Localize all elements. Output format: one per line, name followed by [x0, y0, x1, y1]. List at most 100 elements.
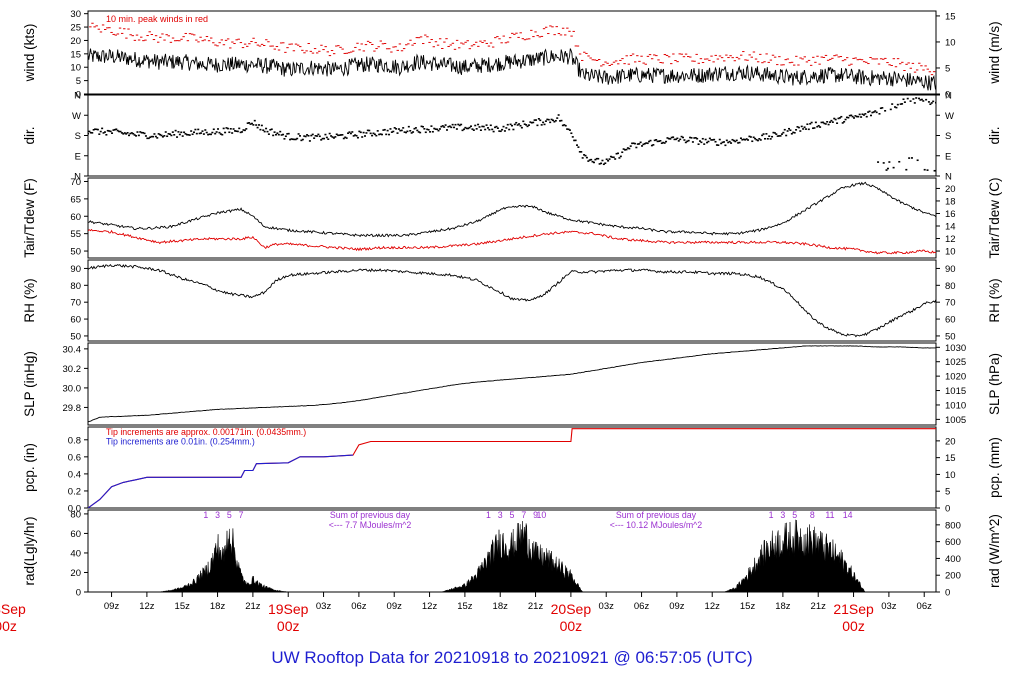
y-tick-label-right: N	[945, 172, 952, 183]
panel-series-group	[88, 428, 936, 508]
y-axis-label-right: Tair/Tdew (C)	[987, 177, 1002, 258]
y-tick-label-right: E	[945, 151, 951, 162]
series-line-rh	[88, 264, 936, 338]
y-tick-label-right: 5	[945, 487, 950, 498]
series-line-tair	[88, 181, 936, 238]
x-tick-label: 03z	[316, 601, 332, 612]
hour-mark: 1	[203, 510, 208, 520]
y-tick-label-right: 5	[945, 63, 950, 74]
y-tick-label-right: 1030	[945, 343, 966, 354]
y-axis-label-left: Tair/Tdew (F)	[22, 178, 37, 258]
x-tick-label: 03z	[599, 601, 615, 612]
y-tick-label-right: 90	[945, 264, 956, 275]
hour-mark: 10	[537, 510, 547, 520]
y-tick-label-right: 0	[945, 504, 950, 515]
y-tick-label-left: 60	[70, 315, 81, 326]
y-tick-label-left: 0.0	[68, 504, 81, 515]
y-tick-label-left: 30.2	[63, 364, 82, 375]
y-tick-label-right: 70	[945, 298, 956, 309]
x-tick-label: 09z	[104, 601, 120, 612]
day-sum-value: <--- 10.12 MJoules/m^2	[610, 520, 702, 530]
y-axis-label-left: RH (%)	[22, 278, 37, 322]
y-tick-label-left: 0.6	[68, 452, 81, 463]
y-tick-label-left: N	[74, 91, 81, 102]
y-tick-label-left: 80	[70, 509, 81, 520]
x-tick-label: 06z	[917, 601, 933, 612]
y-axis-label-right: pcp. (mm)	[987, 437, 1002, 498]
y-tick-label-left: 5	[76, 76, 81, 87]
series-area-radiation	[158, 519, 866, 592]
y-tick-label-left: 0	[76, 90, 81, 101]
x-day-label: 18Sep	[0, 601, 26, 617]
x-tick-label: 21z	[528, 601, 544, 612]
y-tick-label-right: N	[945, 91, 952, 102]
x-tick-label: 15z	[457, 601, 473, 612]
x-axis: 09z 12z 15z 18z 21z 03z 06z 09z 12z 15z 18z 21z 03z 0…	[0, 592, 932, 634]
y-tick-label-right: 1025	[945, 357, 966, 368]
y-tick-label-right: 1020	[945, 372, 966, 383]
y-tick-label-left: 70	[70, 177, 81, 188]
y-axis-label-right: dir.	[987, 126, 1002, 144]
series-line-pcp-0.01in	[88, 454, 354, 508]
chart-title: UW Rooftop Data for 20210918 to 20210921…	[271, 648, 753, 667]
x-day-time-label: 00z	[0, 618, 17, 634]
y-tick-label-right: 800	[945, 520, 961, 531]
y-tick-label-right: 10	[945, 470, 956, 481]
y-tick-label-left: 50	[70, 331, 81, 342]
y-tick-label-left: 90	[70, 264, 81, 275]
panel-frame	[87, 426, 937, 509]
y-tick-label-right: 200	[945, 571, 961, 582]
x-tick-label: 21z	[811, 601, 827, 612]
x-day-time-label: 00z	[560, 618, 583, 634]
hour-mark: 5	[227, 510, 232, 520]
y-tick-label-right: 10	[945, 247, 956, 258]
panel-series-group	[88, 22, 936, 91]
y-tick-label-left: 70	[70, 298, 81, 309]
y-tick-label-right: 20	[945, 184, 956, 195]
y-tick-label-left: 30.0	[63, 383, 82, 394]
panel-frame	[87, 259, 937, 342]
panel-series-group	[88, 264, 936, 338]
hour-mark: 5	[792, 510, 797, 520]
hour-mark: 1	[769, 510, 774, 520]
y-tick-label-right: 1015	[945, 386, 966, 397]
day-sum-label: Sum of previous day	[616, 510, 697, 520]
hour-mark: 3	[780, 510, 785, 520]
y-tick-label-left: W	[72, 111, 81, 122]
panel-annotation: Tip increments are approx. 0.00171in. (0…	[106, 427, 306, 437]
y-tick-label-right: 1010	[945, 400, 966, 411]
panel-annotation: 10 min. peak winds in red	[106, 14, 208, 24]
y-axis-label-right: RH (%)	[987, 278, 1002, 322]
y-tick-label-left: 65	[70, 194, 81, 205]
y-tick-label-left: 15	[70, 49, 81, 60]
panel-frame	[87, 342, 937, 426]
y-tick-label-left: 29.8	[63, 403, 82, 414]
y-tick-label-left: 60	[70, 529, 81, 540]
panel-series-group	[158, 519, 866, 592]
x-day-label: 21Sep	[833, 601, 874, 617]
x-tick-label: 12z	[705, 601, 721, 612]
y-axis-label-right: rad (W/m^2)	[987, 514, 1002, 588]
y-tick-label-left: 30	[70, 9, 81, 20]
x-tick-label: 06z	[351, 601, 367, 612]
x-tick-label: 18z	[210, 601, 226, 612]
hour-mark: 9	[533, 510, 538, 520]
y-tick-label-left: 0	[76, 588, 81, 599]
hour-mark: 14	[843, 510, 853, 520]
y-axis-label-left: pcp. (in)	[22, 443, 37, 492]
y-tick-label-right: 80	[945, 281, 956, 292]
hour-mark: 3	[215, 510, 220, 520]
x-tick-label: 18z	[775, 601, 791, 612]
y-axis-label-right: wind (m/s)	[987, 21, 1002, 84]
x-tick-label: 09z	[387, 601, 403, 612]
y-tick-label-right: S	[945, 131, 951, 142]
y-tick-label-left: 0.4	[68, 469, 81, 480]
x-day-time-label: 00z	[842, 618, 865, 634]
y-tick-label-right: 12	[945, 234, 956, 245]
panel-pcp: 0.0 0.2 0.4 0.6 0.8 0 5 10 15 20 pcp. (in) pcp. (mm…	[22, 426, 1002, 515]
x-day-label: 19Sep	[268, 601, 309, 617]
y-tick-label-right: 60	[945, 315, 956, 326]
hour-mark: 7	[239, 510, 244, 520]
y-axis-label-left: SLP (inHg)	[22, 351, 37, 417]
